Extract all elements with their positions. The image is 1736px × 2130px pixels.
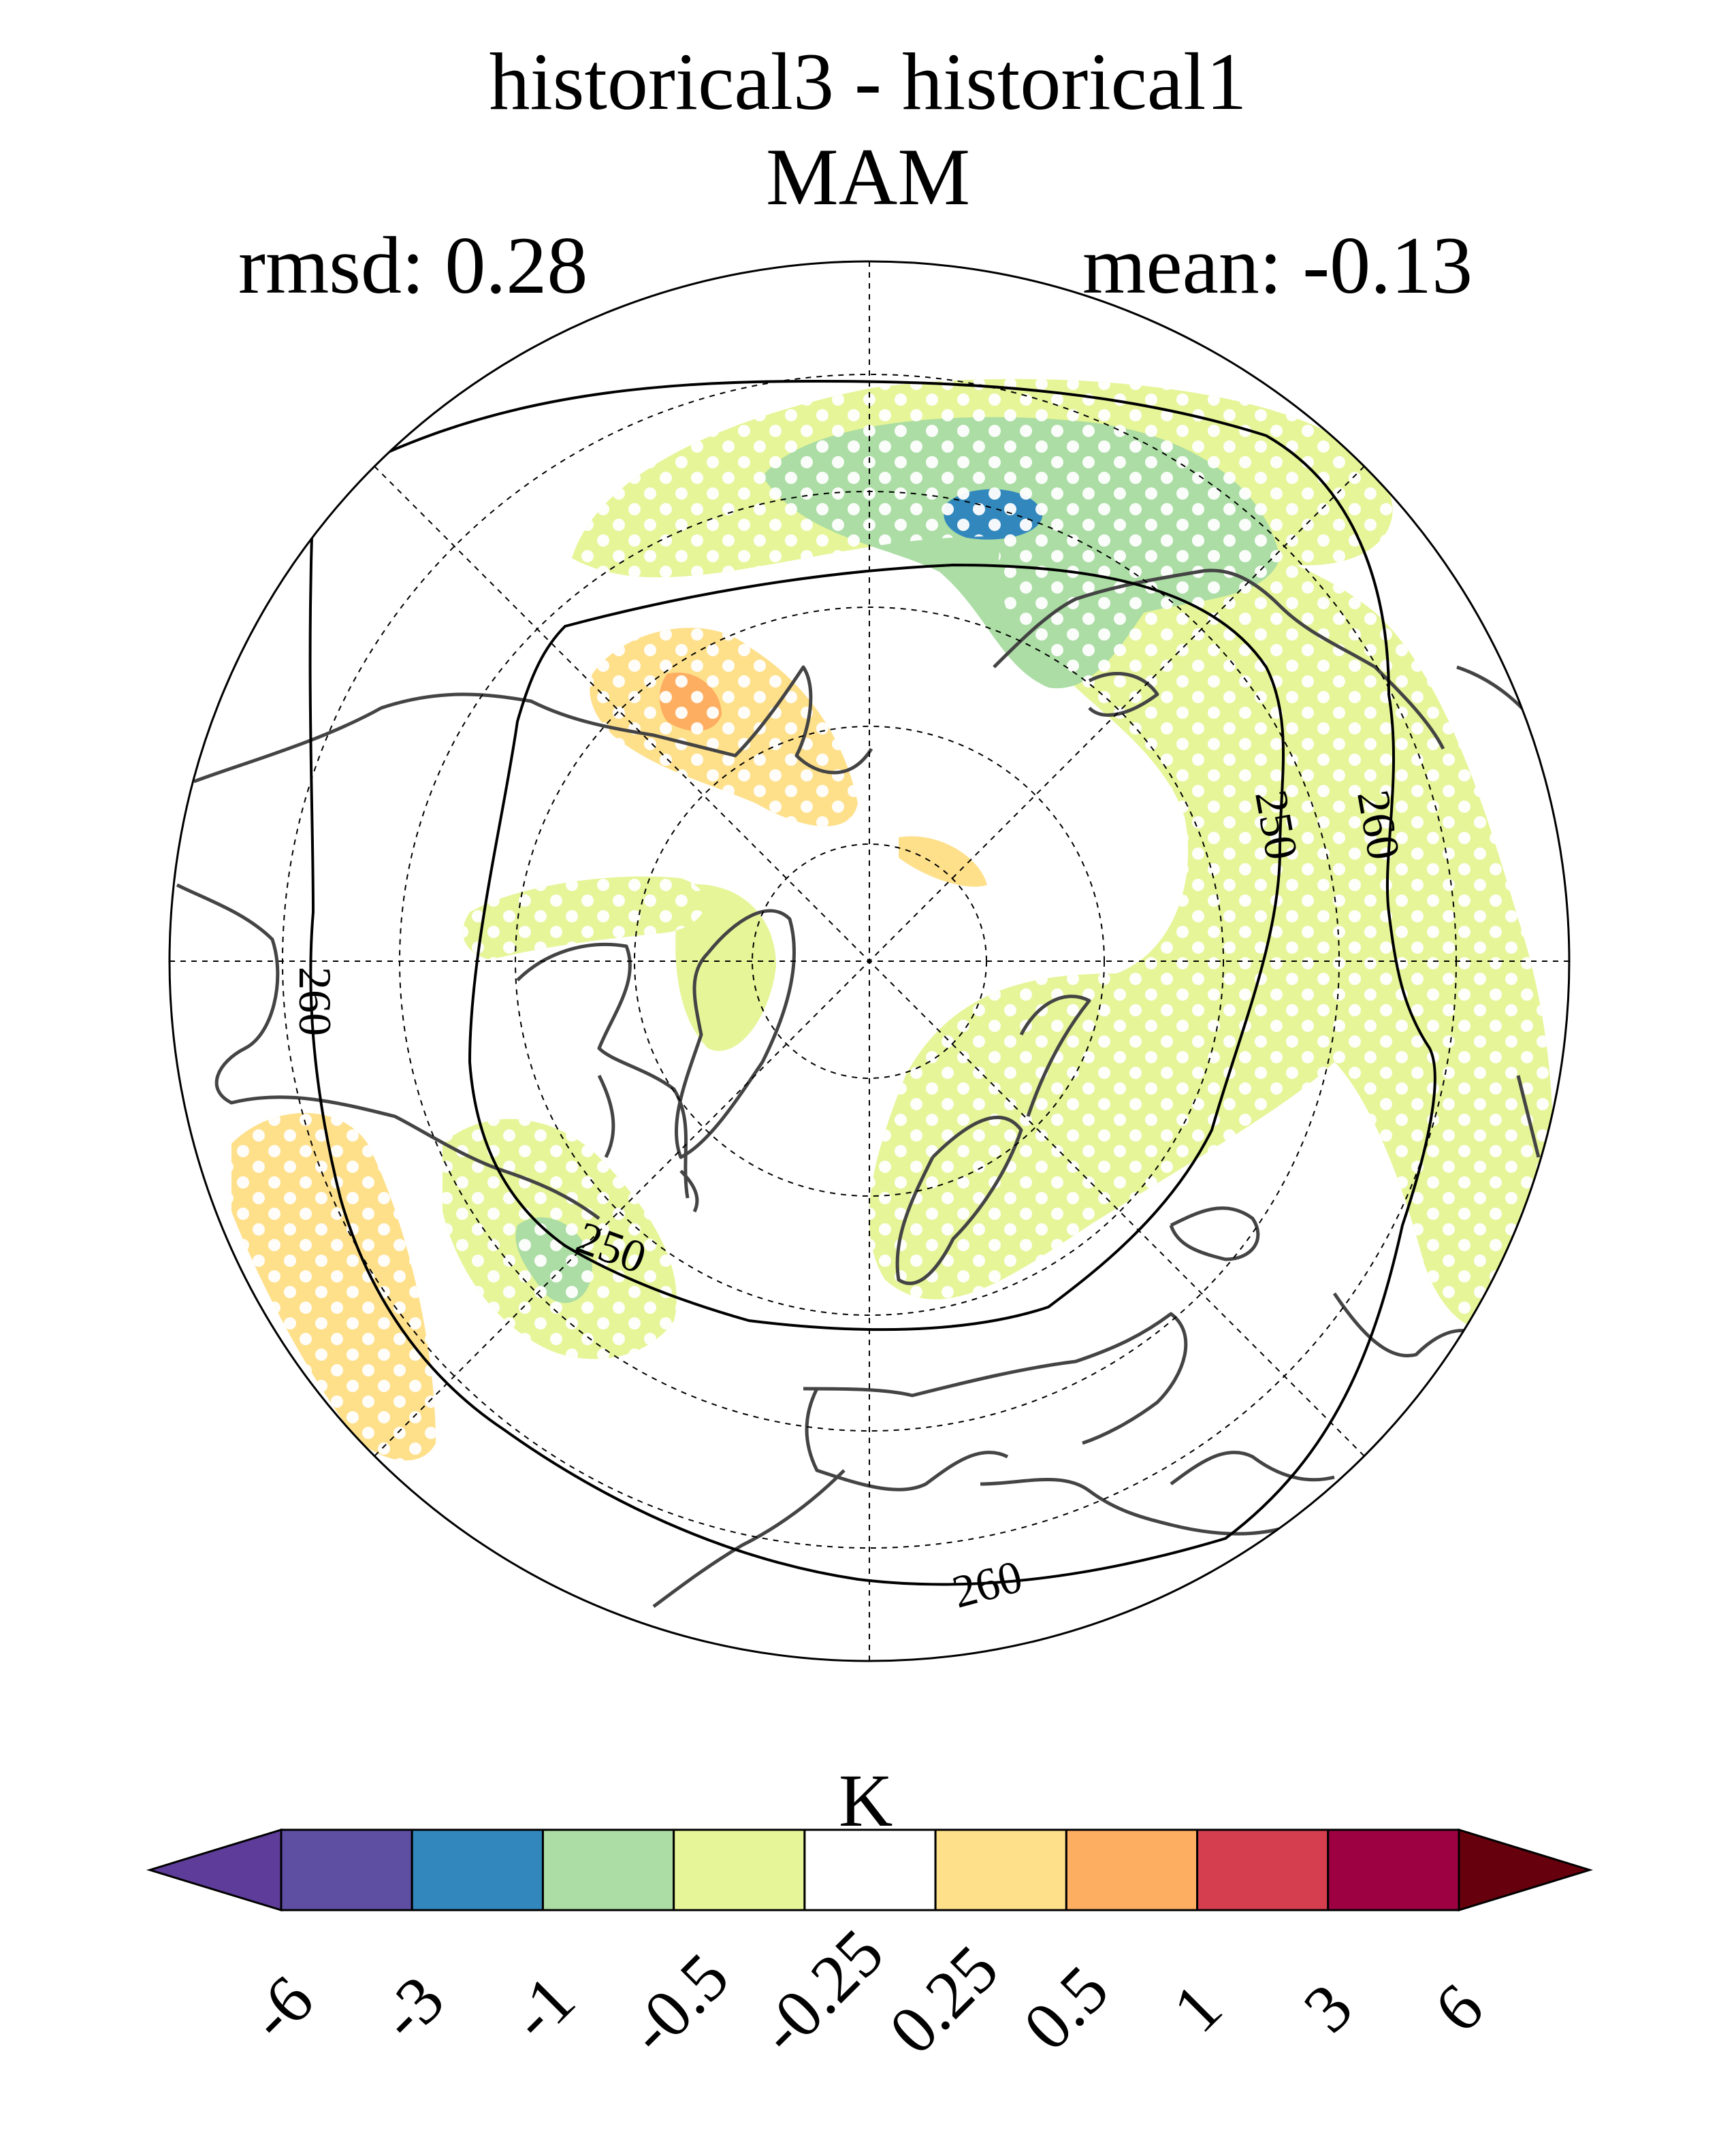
map-frame [168, 260, 1571, 1662]
season-label: MAM [765, 131, 971, 222]
isotherm-contours [308, 379, 1436, 1586]
contour-label: 260 [289, 967, 341, 1036]
colorbar-swatch [411, 1828, 544, 1911]
colorbar-swatch [673, 1828, 806, 1911]
colorbar-swatch [1065, 1828, 1199, 1911]
contour-label: 260 [947, 1550, 1027, 1618]
coastlines [176, 568, 1547, 1609]
colorbar-extend-low [146, 1828, 283, 1912]
contour-260 [308, 379, 1436, 1586]
shading-small-orange [899, 836, 987, 887]
rmsd-label: rmsd: 0.28 [238, 220, 588, 310]
colorbar-swatch [934, 1828, 1067, 1911]
colorbar-swatch [1196, 1828, 1330, 1911]
contour-label: 260 [1347, 786, 1411, 864]
colorbar [146, 1828, 1594, 1912]
colorbar-swatch [803, 1828, 937, 1911]
contour-label: 250 [1245, 786, 1308, 864]
colorbar-extend-high [1458, 1828, 1594, 1912]
colorbar-unit: K [839, 1759, 893, 1842]
chart-title: historical3 - historical1 [489, 36, 1247, 127]
colorbar-swatch [541, 1828, 675, 1911]
graticule [170, 261, 1569, 1661]
contour-250 [468, 563, 1285, 1332]
colorbar-swatch [1327, 1828, 1460, 1911]
significance-stippling [231, 378, 1554, 1461]
shading-greenland-light-green [675, 884, 776, 1051]
colorbar-swatch [280, 1828, 413, 1911]
mean-label: mean: -0.13 [1082, 220, 1473, 310]
